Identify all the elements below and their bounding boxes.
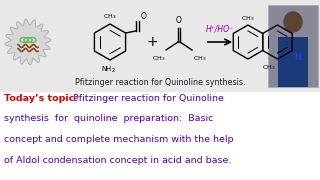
- Text: +: +: [146, 35, 158, 49]
- Text: of Aldol condensation concept in acid and base.: of Aldol condensation concept in acid an…: [4, 156, 231, 165]
- FancyBboxPatch shape: [278, 37, 308, 87]
- Text: Today’s topic:: Today’s topic:: [4, 94, 78, 103]
- FancyBboxPatch shape: [0, 0, 320, 92]
- Text: O: O: [176, 16, 182, 25]
- Text: concept and complete mechanism with the help: concept and complete mechanism with the …: [4, 135, 234, 144]
- Text: H⁺/HO⁻: H⁺/HO⁻: [206, 25, 234, 34]
- FancyBboxPatch shape: [0, 92, 320, 180]
- FancyBboxPatch shape: [268, 5, 318, 87]
- Text: CH$_3$: CH$_3$: [241, 14, 255, 23]
- Ellipse shape: [284, 12, 302, 32]
- Text: N: N: [294, 53, 301, 62]
- Text: O: O: [140, 12, 147, 21]
- Text: CH$_3$: CH$_3$: [262, 63, 276, 72]
- Text: NH$_2$: NH$_2$: [100, 65, 116, 75]
- Text: synthesis  for  quinoline  preparation:  Basic: synthesis for quinoline preparation: Bas…: [4, 114, 213, 123]
- Text: Pfitzinger reaction for Quinoline synthesis.: Pfitzinger reaction for Quinoline synthe…: [75, 78, 245, 87]
- Text: CH$_3$: CH$_3$: [103, 12, 117, 21]
- Text: CH$_3$: CH$_3$: [193, 54, 206, 63]
- Text: CH$_3$: CH$_3$: [151, 54, 165, 63]
- Text: Pfitzinger reaction for Quinoline: Pfitzinger reaction for Quinoline: [70, 94, 224, 103]
- Polygon shape: [5, 19, 51, 65]
